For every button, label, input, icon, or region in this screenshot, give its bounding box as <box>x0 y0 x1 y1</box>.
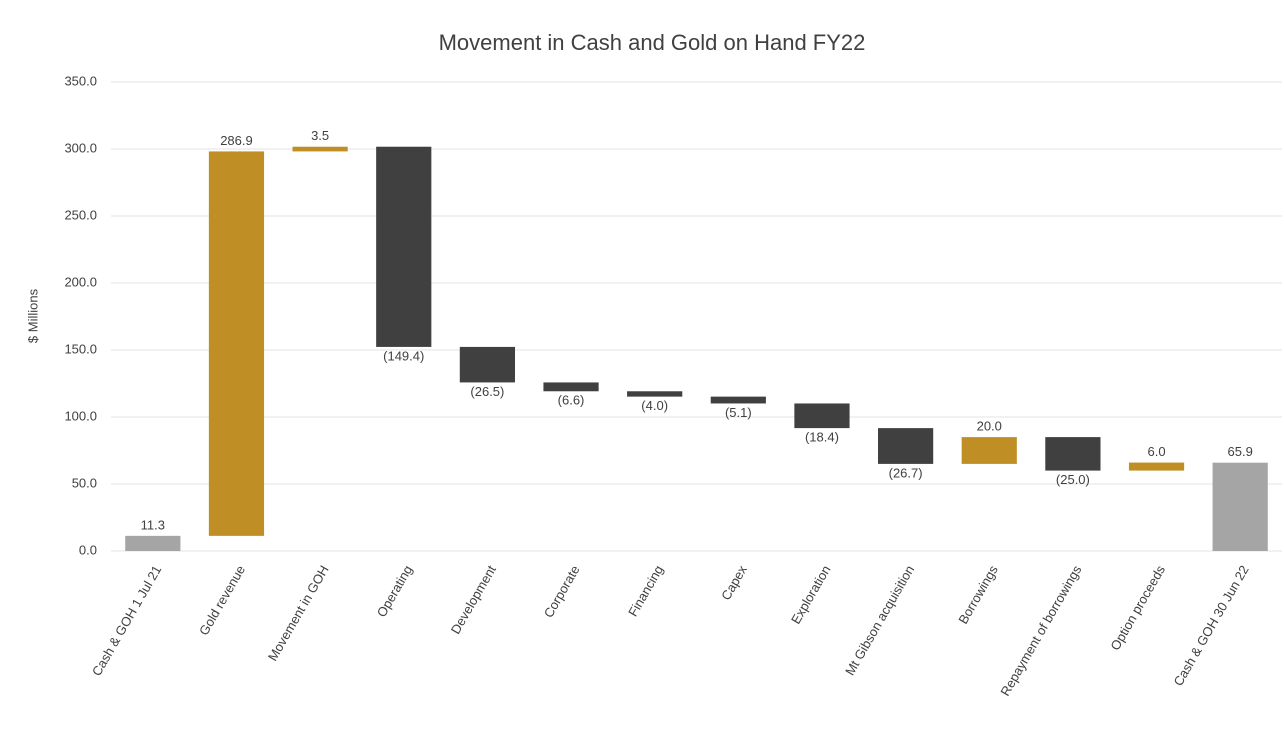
y-axis-label: $ Millions <box>25 288 40 343</box>
value-label: (18.4) <box>805 430 839 445</box>
bar <box>878 428 934 464</box>
value-label: (149.4) <box>383 348 424 363</box>
value-label: 286.9 <box>220 133 253 148</box>
bar <box>710 396 766 404</box>
y-tick-label: 200.0 <box>64 274 97 289</box>
bar <box>292 146 348 152</box>
value-label: (26.7) <box>889 465 923 480</box>
bar <box>627 391 683 397</box>
value-label: 6.0 <box>1147 444 1165 459</box>
value-label: (25.0) <box>1056 472 1090 487</box>
value-label: 20.0 <box>977 419 1002 434</box>
bar <box>1128 462 1185 471</box>
bar <box>1212 462 1268 551</box>
value-label: (26.5) <box>470 384 504 399</box>
y-tick-label: 350.0 <box>64 73 97 88</box>
bar <box>376 146 432 347</box>
value-label: (5.1) <box>725 405 752 420</box>
value-label: (6.6) <box>558 393 585 408</box>
chart-title: Movement in Cash and Gold on Hand FY22 <box>439 30 866 55</box>
y-tick-label: 50.0 <box>72 475 97 490</box>
y-tick-label: 250.0 <box>64 207 97 222</box>
bar <box>208 151 265 536</box>
bar <box>1045 437 1101 471</box>
y-tick-label: 100.0 <box>64 408 97 423</box>
value-label: 3.5 <box>311 128 329 143</box>
bar <box>961 437 1017 464</box>
bar <box>125 535 181 551</box>
bar <box>459 346 515 383</box>
value-label: 11.3 <box>141 517 165 532</box>
bar <box>543 382 599 392</box>
bar <box>794 403 850 429</box>
value-label: (4.0) <box>641 398 668 413</box>
y-tick-label: 150.0 <box>64 341 97 356</box>
y-tick-label: 300.0 <box>64 140 97 155</box>
y-tick-label: 0.0 <box>79 542 97 557</box>
value-label: 65.9 <box>1228 444 1253 459</box>
